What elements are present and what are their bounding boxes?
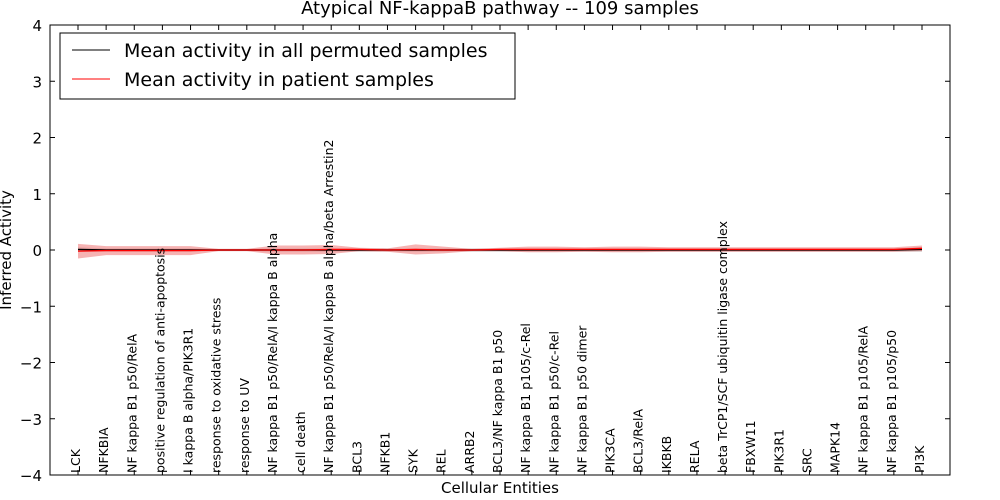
x-tick-label: IKBKB — [659, 436, 674, 473]
x-tick-label: NF kappa B1 p105/p50 — [884, 330, 899, 473]
x-tick-label: BCL3/NF kappa B1 p50 — [490, 330, 505, 473]
axis-ticks: −4 −3 −2 −1 0 1 2 3 4 — [20, 17, 950, 485]
x-tick-label: RELA — [687, 440, 702, 473]
y-axis-label: Inferred Activity — [0, 190, 15, 310]
x-tick-label: NF kappa B1 p50/RelA — [124, 333, 139, 473]
x-axis-label: Cellular Entities — [441, 479, 559, 497]
x-tick-label: NFKBIA — [96, 427, 111, 473]
y-tick-label: −4 — [20, 467, 42, 485]
legend-label-permuted: Mean activity in all permuted samples — [124, 40, 487, 62]
x-tick-label: PI3K — [912, 445, 927, 473]
x-tick-label: FBXW11 — [743, 420, 758, 473]
legend-box — [59, 32, 516, 100]
x-tick-label: NF kappa B1 p50/c-Rel — [546, 331, 561, 473]
y-tick-label: −2 — [20, 355, 42, 373]
x-tick-label: response to UV — [237, 378, 252, 473]
x-tick-label: BCL3/RelA — [631, 409, 646, 473]
chart-title: Atypical NF-kappaB pathway -- 109 sample… — [301, 0, 699, 19]
line-series-1 — [77, 247, 923, 252]
y-tick-label: 1 — [32, 186, 42, 204]
x-tick-label: I kappa B alpha/PIK3R1 — [181, 328, 196, 473]
x-tick-label: NFKB1 — [377, 432, 392, 473]
x-tick-label: NF kappa B1 p50 dimer — [574, 325, 589, 473]
x-tick-label: cell death — [293, 411, 308, 473]
x-tick-label: REL — [434, 449, 449, 473]
x-tick-label: positive regulation of anti-apoptosis — [152, 248, 167, 473]
x-tick-label: beta TrCP1/SCF ubiquitin ligase complex — [715, 221, 730, 473]
x-tick-label: response to oxidative stress — [209, 298, 224, 473]
series-lines — [77, 247, 923, 252]
x-tick-label: SRC — [799, 448, 814, 473]
x-tick-label: NF kappa B1 p50/RelA/I kappa B alpha/bet… — [321, 140, 336, 474]
y-tick-label: 4 — [32, 17, 42, 35]
x-tick-label: ARRB2 — [462, 431, 477, 473]
x-tick-label: MAPK14 — [828, 422, 843, 473]
legend-label-patient: Mean activity in patient samples — [124, 69, 434, 91]
x-tick-label: LCK — [68, 448, 83, 473]
y-tick-label: −1 — [20, 298, 42, 316]
y-tick-label: 0 — [32, 242, 42, 260]
x-tick-label: NF kappa B1 p105/c-Rel — [518, 323, 533, 473]
band-series-1 — [78, 243, 922, 259]
x-tick-label: PIK3R1 — [771, 429, 786, 473]
x-tick-label: BCL3 — [349, 441, 364, 473]
legend: Mean activity in all permuted samples Me… — [59, 32, 516, 100]
y-tick-label: 3 — [32, 73, 42, 91]
x-tick-label: NF kappa B1 p50/RelA/I kappa B alpha — [265, 233, 280, 473]
x-tick-label: PIK3CA — [603, 428, 618, 473]
y-tick-label: −3 — [20, 411, 42, 429]
x-tick-label: NF kappa B1 p105/RelA — [856, 326, 871, 473]
y-tick-label: 2 — [32, 130, 42, 148]
x-tick-labels: LCK NFKBIA NF kappa B1 p50/RelA positive re… — [68, 140, 927, 474]
x-tick-label: SYK — [406, 448, 421, 473]
